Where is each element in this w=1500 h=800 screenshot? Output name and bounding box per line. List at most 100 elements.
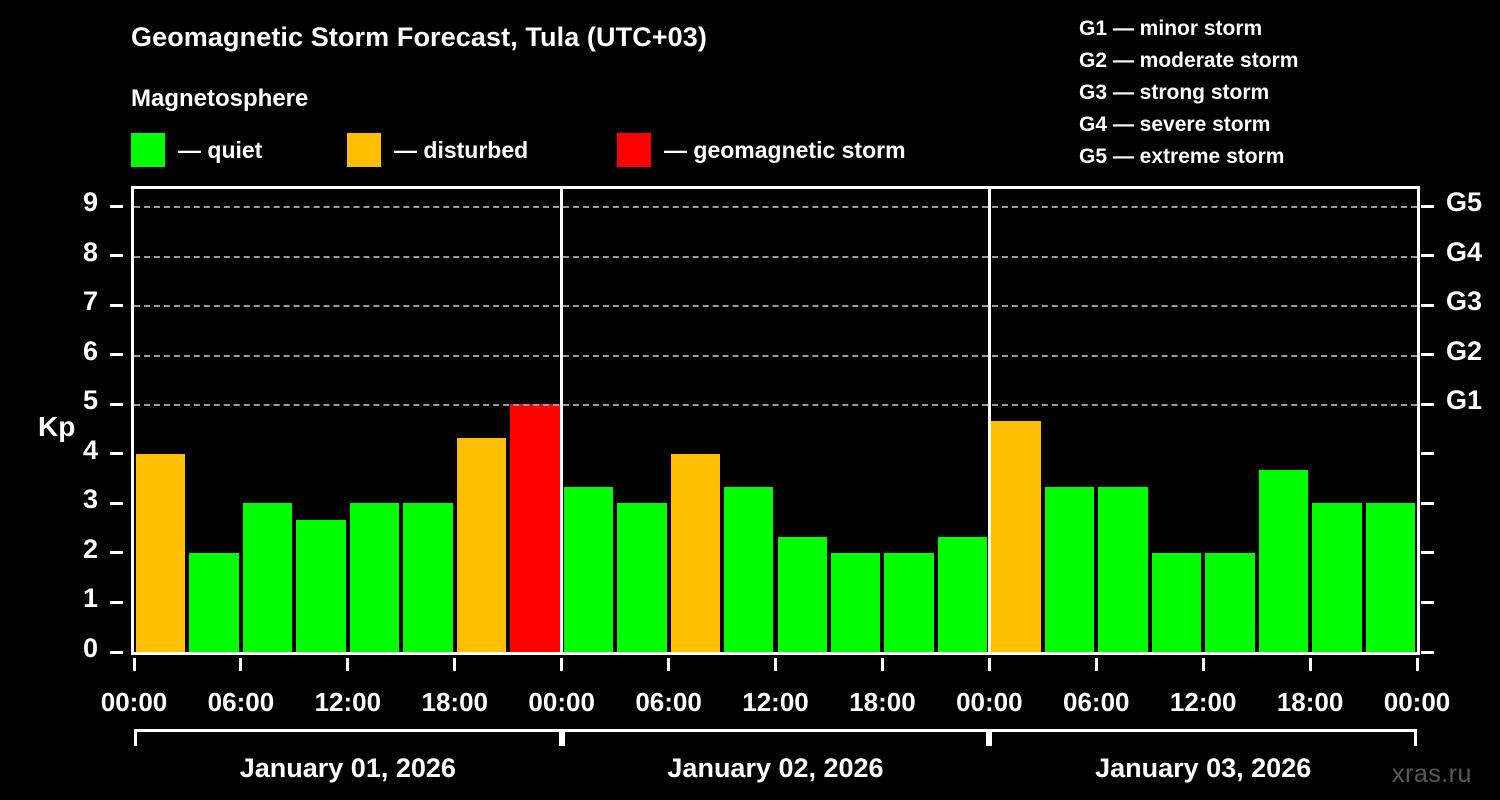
plot-inner (134, 189, 1417, 652)
y-tick-label-0: 0 (82, 633, 98, 663)
bar (1312, 503, 1362, 652)
day-label-1: January 01, 2026 (239, 753, 456, 783)
bar (1365, 503, 1415, 652)
y-tick-mark-3 (110, 501, 123, 505)
right-tick-mark-kp-0 (1421, 650, 1434, 654)
x-tick-mark-12 (1415, 658, 1419, 671)
x-tick-mark-4 (560, 658, 564, 671)
day-separator-2 (987, 189, 991, 652)
g-legend-row-5: G5 — extreme storm (1079, 145, 1285, 168)
x-tick-label-12: 00:00 (1383, 687, 1451, 717)
legend-label-quiet: — quiet (178, 136, 263, 163)
y-tick-label-4: 4 (82, 434, 98, 465)
x-tick-mark-2 (346, 658, 350, 671)
bar (349, 503, 400, 652)
y-tick-label-1: 1 (82, 583, 98, 614)
x-tick-label-7: 18:00 (849, 687, 916, 717)
right-tick-mark-kp-4 (1421, 452, 1434, 456)
x-tick-mark-0 (132, 658, 136, 671)
y-tick-label-5: 5 (82, 385, 98, 416)
subtitle-magnetosphere: Magnetosphere (131, 85, 309, 112)
bar (136, 453, 186, 652)
legend-item-geomagnetic-storm: — geomagnetic storm (617, 132, 906, 168)
bar (1044, 487, 1095, 652)
g-axis-label-G3: G3 (1446, 286, 1483, 317)
g-axis-label-G2: G2 (1446, 335, 1483, 366)
legend-label-disturbed: — disturbed (394, 136, 529, 163)
x-tick-label-9: 06:00 (1063, 687, 1130, 717)
x-tick-mark-8 (987, 658, 991, 671)
bar (456, 437, 507, 652)
legend-swatch-geomagnetic-storm (617, 133, 651, 167)
bar (884, 552, 934, 652)
right-tick-mark-kp-6 (1421, 353, 1434, 357)
x-tick-label-4: 00:00 (528, 687, 595, 717)
y-tick-label-6: 6 (82, 335, 98, 366)
day-bracket-3 (989, 729, 1417, 746)
y-tick-mark-2 (110, 551, 123, 555)
x-tick-mark-9 (1094, 658, 1098, 671)
bar (1258, 470, 1309, 652)
x-tick-mark-3 (453, 658, 457, 671)
y-tick-label-7: 7 (82, 286, 98, 317)
x-tick-mark-7 (880, 658, 884, 671)
bar (617, 503, 667, 652)
y-tick-mark-9 (110, 204, 123, 208)
g-scale-legend: G1 — minor storm G2 — moderate storm G3 — … (1079, 13, 1298, 173)
bar (991, 420, 1041, 652)
day-bracket-1 (134, 729, 562, 746)
g-legend-row-3: G3 — strong storm (1079, 81, 1270, 104)
y-tick-mark-0 (110, 650, 123, 654)
page-title: Geomagnetic Storm Forecast, Tula (UTC+03… (131, 22, 707, 52)
gridline-kp-5 (134, 404, 1417, 407)
y-tick-mark-8 (110, 254, 123, 258)
g-axis-label-G4: G4 (1446, 236, 1483, 267)
bar (403, 503, 453, 652)
legend-item-disturbed: — disturbed (347, 132, 528, 168)
legend-item-quiet: — quiet (131, 132, 262, 168)
y-tick-label-8: 8 (82, 236, 98, 267)
bar (937, 536, 988, 652)
x-tick-label-10: 12:00 (1169, 687, 1237, 717)
x-tick-label-8: 00:00 (956, 687, 1023, 717)
g-legend-row-2: G2 — moderate storm (1079, 49, 1299, 72)
x-tick-label-0: 00:00 (100, 687, 168, 717)
legend-swatch-quiet (131, 133, 165, 167)
y-tick-label-2: 2 (82, 533, 98, 564)
y-tick-mark-6 (110, 353, 123, 357)
g-axis-label-G5: G5 (1446, 187, 1483, 218)
gridline-kp-6 (134, 354, 1417, 357)
y-tick-mark-7 (110, 303, 123, 307)
bar (777, 536, 827, 652)
y-tick-label-9: 9 (82, 187, 98, 218)
right-tick-mark-kp-5 (1421, 402, 1434, 406)
gridline-kp-8 (134, 255, 1417, 258)
x-tick-mark-5 (667, 658, 671, 671)
y-tick-mark-5 (110, 402, 123, 406)
right-tick-mark-kp-1 (1421, 600, 1434, 604)
bar (1098, 487, 1148, 652)
bar (296, 519, 346, 652)
y-axis-title: Kp (38, 411, 76, 442)
right-tick-mark-kp-7 (1421, 303, 1434, 307)
x-tick-mark-11 (1308, 658, 1312, 671)
legend-label-geomagnetic-storm: — geomagnetic storm (664, 136, 906, 163)
bar (830, 552, 881, 652)
bar (1205, 552, 1255, 652)
gridline-kp-9 (134, 206, 1417, 209)
x-tick-label-11: 18:00 (1276, 687, 1344, 717)
x-tick-mark-6 (774, 658, 777, 671)
bars-layer (134, 189, 1417, 652)
bar (242, 503, 293, 652)
right-tick-mark-kp-3 (1421, 501, 1434, 505)
bar (670, 453, 721, 652)
day-label-2: January 02, 2026 (667, 753, 884, 783)
y-tick-label-3: 3 (82, 484, 98, 515)
g-legend-row-1: G1 — minor storm (1079, 17, 1263, 40)
right-tick-mark-kp-8 (1421, 254, 1434, 258)
bar (189, 552, 239, 652)
bar (563, 487, 614, 652)
g-legend-row-4: G4 — severe storm (1079, 113, 1271, 136)
x-tick-label-3: 18:00 (421, 687, 489, 717)
